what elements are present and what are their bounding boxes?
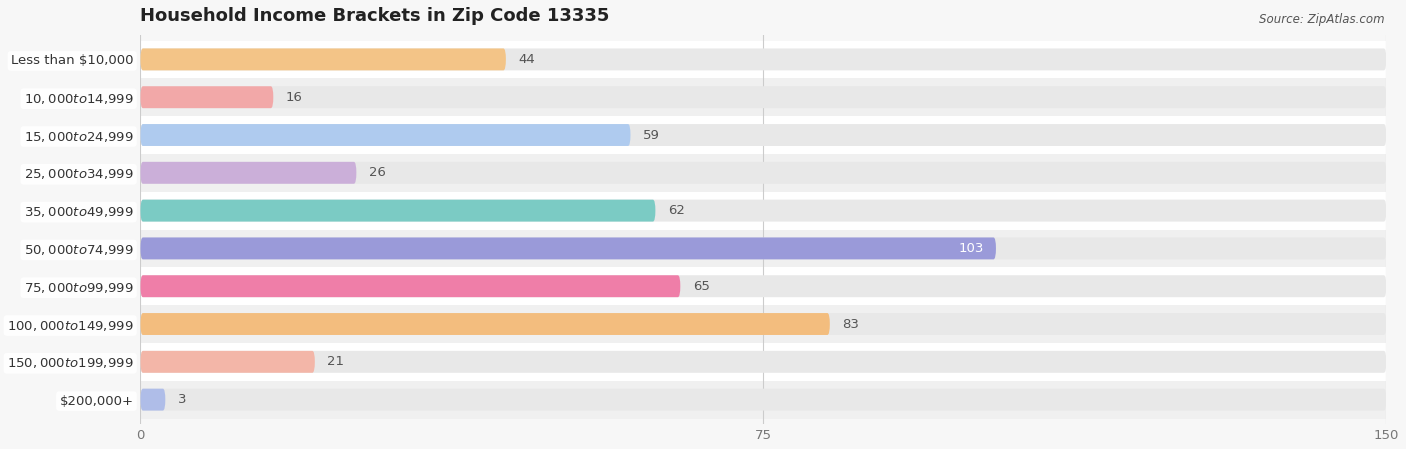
FancyBboxPatch shape [141,48,1386,70]
FancyBboxPatch shape [141,124,1386,146]
FancyBboxPatch shape [141,162,356,184]
FancyBboxPatch shape [141,200,655,221]
FancyBboxPatch shape [141,343,1386,381]
FancyBboxPatch shape [141,275,681,297]
Text: 21: 21 [328,355,344,368]
FancyBboxPatch shape [141,389,166,410]
FancyBboxPatch shape [141,200,1386,221]
FancyBboxPatch shape [141,48,506,70]
FancyBboxPatch shape [141,275,1386,297]
Text: Household Income Brackets in Zip Code 13335: Household Income Brackets in Zip Code 13… [141,7,610,25]
FancyBboxPatch shape [141,351,315,373]
Text: 65: 65 [693,280,710,293]
Text: 16: 16 [285,91,302,104]
Text: 26: 26 [368,166,385,179]
FancyBboxPatch shape [141,124,630,146]
FancyBboxPatch shape [141,86,273,108]
Text: 83: 83 [842,317,859,330]
Text: 59: 59 [643,128,659,141]
FancyBboxPatch shape [141,116,1386,154]
FancyBboxPatch shape [141,238,995,260]
Text: 103: 103 [957,242,984,255]
FancyBboxPatch shape [141,351,1386,373]
FancyBboxPatch shape [141,154,1386,192]
Text: 44: 44 [519,53,536,66]
FancyBboxPatch shape [141,162,1386,184]
FancyBboxPatch shape [141,238,1386,260]
FancyBboxPatch shape [141,389,1386,410]
FancyBboxPatch shape [141,40,1386,78]
FancyBboxPatch shape [141,381,1386,418]
Text: 3: 3 [177,393,187,406]
FancyBboxPatch shape [141,305,1386,343]
FancyBboxPatch shape [141,267,1386,305]
FancyBboxPatch shape [141,313,830,335]
FancyBboxPatch shape [141,86,1386,108]
FancyBboxPatch shape [141,78,1386,116]
FancyBboxPatch shape [141,229,1386,267]
FancyBboxPatch shape [141,313,1386,335]
Text: 62: 62 [668,204,685,217]
Text: Source: ZipAtlas.com: Source: ZipAtlas.com [1260,13,1385,26]
FancyBboxPatch shape [141,192,1386,229]
